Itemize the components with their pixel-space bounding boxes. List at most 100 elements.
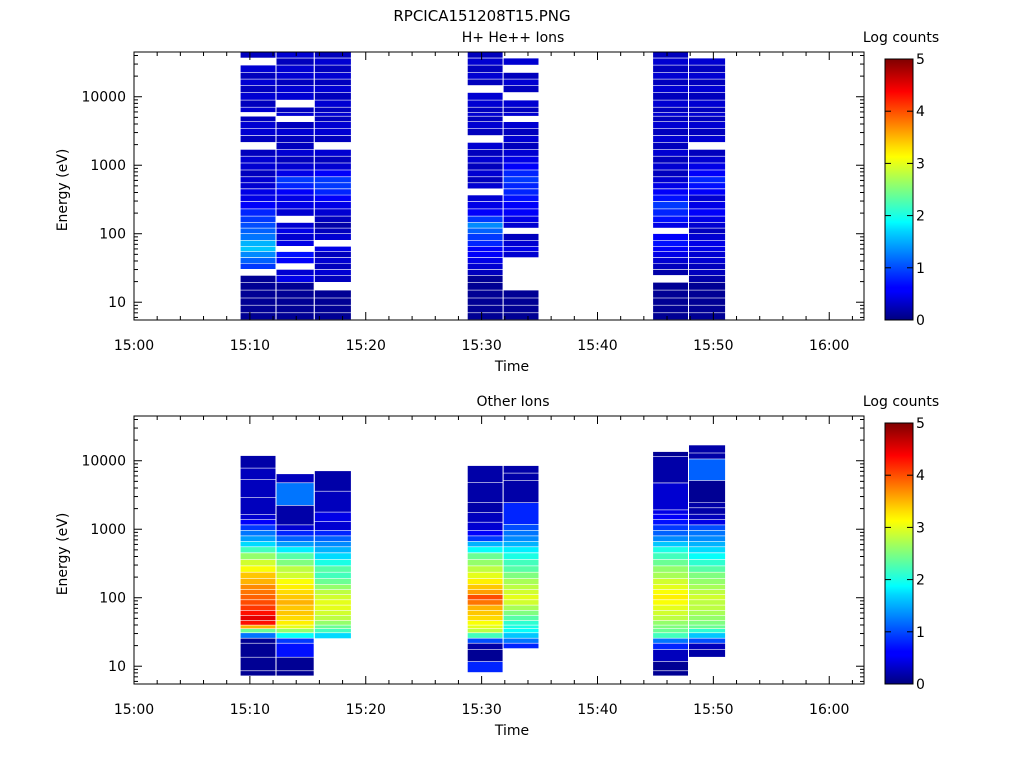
x-tick-label: 16:00 bbox=[809, 338, 849, 354]
heatmap-cell bbox=[689, 313, 726, 320]
x-axis-label: Time bbox=[494, 723, 529, 739]
heatmap-cell bbox=[503, 79, 539, 86]
y-axis: 10 100 1000 10000 Energy (eV) bbox=[55, 55, 864, 318]
heatmap-cell bbox=[653, 514, 688, 520]
heatmap-cell bbox=[689, 156, 726, 163]
heatmap-cell bbox=[276, 625, 314, 629]
heatmap-cell bbox=[276, 620, 314, 625]
heatmap-cell bbox=[240, 79, 276, 86]
heatmap-cell bbox=[653, 282, 688, 290]
heatmap-cell bbox=[689, 209, 726, 216]
heatmap-cell bbox=[689, 610, 726, 615]
heatmap-cell bbox=[503, 122, 539, 129]
heatmap-cell bbox=[503, 85, 539, 93]
heatmap-cell bbox=[689, 112, 726, 116]
heatmap-cell bbox=[689, 595, 726, 600]
heatmap-cell bbox=[314, 129, 351, 136]
heatmap-cell bbox=[276, 228, 314, 234]
heatmap-cell bbox=[276, 85, 314, 93]
heatmap-cell bbox=[689, 233, 726, 240]
heatmap-cell bbox=[467, 240, 503, 246]
heatmap-cell bbox=[467, 502, 503, 513]
y-axis-label: Energy (eV) bbox=[55, 513, 71, 596]
heatmap-cell bbox=[314, 620, 351, 625]
heatmap-cell bbox=[314, 85, 351, 93]
heatmap-cell bbox=[503, 559, 539, 566]
heatmap-cell bbox=[467, 58, 503, 65]
heatmap-cell bbox=[653, 246, 688, 252]
heatmap-cell bbox=[314, 149, 351, 156]
heatmap-cell bbox=[653, 595, 688, 600]
heatmap-cell bbox=[240, 116, 276, 122]
heatmap-cell bbox=[689, 584, 726, 590]
heatmap-cell bbox=[314, 536, 351, 542]
heatmap-cell bbox=[314, 52, 351, 58]
heatmap-cell bbox=[314, 201, 351, 209]
heatmap-cell bbox=[467, 559, 503, 566]
heatmap-cell bbox=[503, 313, 539, 320]
heatmap-cell bbox=[314, 298, 351, 305]
heatmap-cell bbox=[689, 163, 726, 170]
x-axis: 15:00 15:10 15:20 15:30 15:40 15:50 16:00 Time bbox=[114, 52, 853, 375]
heatmap-cell bbox=[689, 590, 726, 595]
heatmap-cell bbox=[689, 541, 726, 547]
heatmap-cell bbox=[653, 107, 688, 113]
heatmap-cell bbox=[653, 530, 688, 536]
heatmap-cell bbox=[314, 633, 351, 639]
heatmap-cell bbox=[276, 553, 314, 560]
heatmap-cell bbox=[653, 584, 688, 590]
heatmap-cell bbox=[653, 233, 688, 240]
heatmap-cells bbox=[240, 52, 726, 320]
colorbar-tick-label: 2 bbox=[916, 573, 925, 589]
heatmap-cell bbox=[240, 85, 276, 93]
heatmap-cell bbox=[314, 228, 351, 234]
heatmap-cell bbox=[653, 600, 688, 605]
heatmap-cell bbox=[314, 566, 351, 572]
heatmap-cell bbox=[689, 625, 726, 629]
heatmap-cell bbox=[467, 541, 503, 547]
heatmap-cell bbox=[467, 482, 503, 502]
heatmap-cell bbox=[503, 625, 539, 629]
heatmap-cell bbox=[653, 216, 688, 223]
heatmap-cell bbox=[240, 595, 276, 600]
heatmap-cell bbox=[689, 600, 726, 605]
heatmap-cell bbox=[276, 605, 314, 610]
heatmap-cell bbox=[240, 240, 276, 246]
y-tick-label: 1000 bbox=[90, 158, 126, 174]
heatmap-cell bbox=[503, 590, 539, 595]
heatmap-cell bbox=[467, 156, 503, 163]
heatmap-cell bbox=[314, 290, 351, 298]
heatmap-cell bbox=[467, 258, 503, 264]
heatmap-cell bbox=[240, 313, 276, 320]
heatmap-cell bbox=[276, 541, 314, 547]
heatmap-cell bbox=[503, 149, 539, 156]
heatmap-cell bbox=[240, 629, 276, 633]
heatmap-cell bbox=[467, 129, 503, 136]
heatmap-cell bbox=[240, 251, 276, 258]
heatmap-cell bbox=[689, 649, 726, 657]
heatmap-cell bbox=[314, 263, 351, 269]
heatmap-cell bbox=[314, 605, 351, 610]
heatmap-cell bbox=[240, 633, 276, 638]
x-tick-label: 15:00 bbox=[114, 338, 154, 354]
heatmap-cell bbox=[314, 183, 351, 189]
heatmap-cell bbox=[653, 177, 688, 183]
heatmap-cell bbox=[653, 638, 688, 643]
heatmap-cell bbox=[276, 559, 314, 566]
heatmap-cell bbox=[276, 58, 314, 65]
heatmap-cell bbox=[467, 590, 503, 595]
panel-2: 15:00 15:10 15:20 15:30 15:40 15:50 16:00Time1… bbox=[55, 394, 939, 739]
heatmap-cell bbox=[689, 251, 726, 258]
heatmap-cell bbox=[276, 536, 314, 542]
heatmap-cell bbox=[689, 298, 726, 305]
heatmap-cell bbox=[653, 536, 688, 542]
heatmap-cell bbox=[240, 263, 276, 269]
heatmap-cell bbox=[276, 195, 314, 202]
heatmap-cell bbox=[240, 100, 276, 107]
colorbar-tick-label: 0 bbox=[916, 677, 925, 693]
heatmap-cell bbox=[653, 625, 688, 629]
heatmap-cell bbox=[467, 600, 503, 605]
heatmap-cell bbox=[503, 209, 539, 216]
heatmap-cell bbox=[467, 149, 503, 156]
colorbar: 0 1 2 3 4 5 Log counts bbox=[863, 30, 939, 329]
